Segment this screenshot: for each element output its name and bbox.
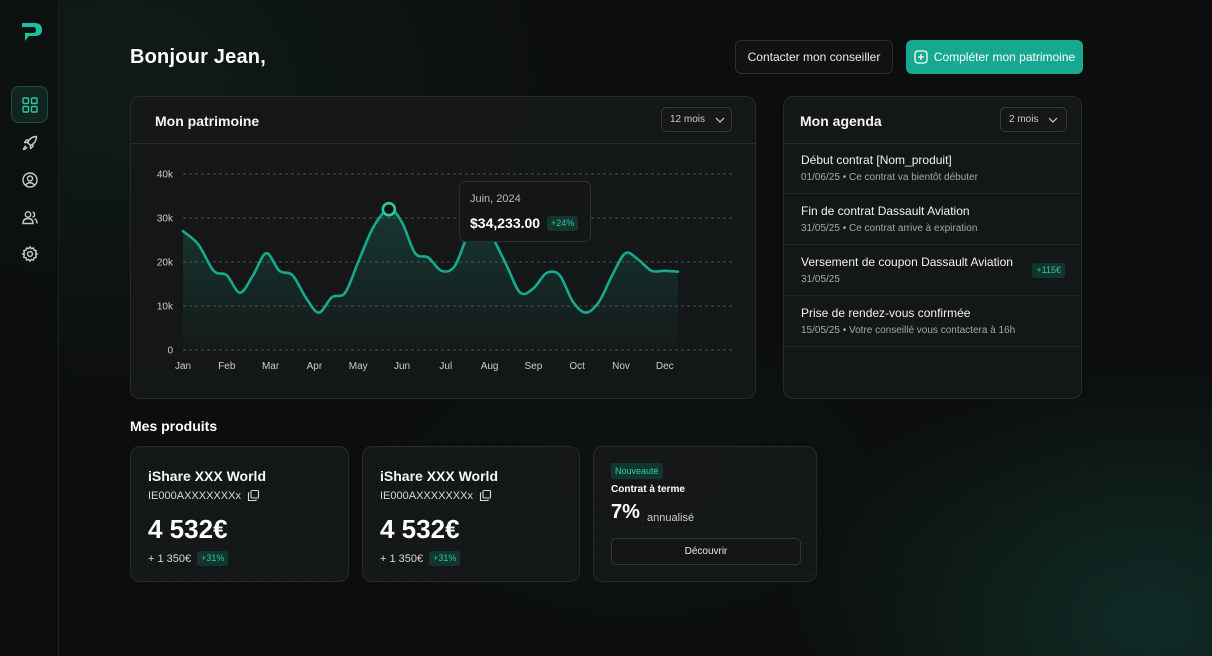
x-tick-label: Nov: [612, 361, 630, 372]
x-tick-label: Oct: [569, 361, 585, 372]
agenda-item-title: Début contrat [Nom_produit]: [801, 153, 952, 167]
agenda-period-select[interactable]: 2 mois: [1000, 107, 1067, 132]
tooltip-date: Juin, 2024: [470, 193, 521, 205]
y-tick-label: 10k: [157, 302, 174, 313]
agenda-item[interactable]: Prise de rendez-vous confirmée 15/05/25 …: [784, 296, 1081, 347]
agenda-item[interactable]: Début contrat [Nom_produit] 01/06/25 • C…: [784, 143, 1081, 194]
user-circle-icon: [21, 171, 38, 188]
agenda-period-value: 2 mois: [1009, 114, 1039, 125]
x-tick-label: Sep: [525, 361, 543, 372]
agenda-amount-badge: +115€: [1032, 263, 1065, 278]
product-isin: IE000AXXXXXXXx: [380, 489, 473, 502]
x-tick-label: Jul: [439, 361, 452, 372]
copy-icon[interactable]: [479, 489, 492, 502]
promo-title: Contrat à terme: [611, 484, 685, 495]
product-value: 4 532€: [380, 514, 460, 544]
patrimony-period-value: 12 mois: [670, 114, 706, 125]
y-tick-label: 20k: [157, 258, 174, 269]
product-pct-badge: +31%: [429, 551, 461, 566]
x-tick-label: Jan: [175, 361, 191, 372]
y-tick-label: 40k: [157, 170, 174, 181]
agenda-card: Mon agenda 2 mois Début contrat [Nom_pro…: [783, 96, 1082, 399]
product-name: iShare XXX World: [380, 468, 498, 484]
new-badge: Nouveauté: [611, 463, 663, 479]
x-tick-label: Jun: [394, 361, 410, 372]
chevron-down-icon: [715, 117, 725, 123]
contact-advisor-button[interactable]: Contacter mon conseiller: [735, 40, 893, 74]
product-delta-row: + 1 350€ +31%: [380, 551, 461, 566]
agenda-item-subtitle: 31/05/25 • Ce contrat arrive à expiratio…: [801, 223, 978, 234]
product-isin-row: IE000AXXXXXXXx: [148, 489, 260, 502]
nav-advisors[interactable]: [11, 198, 48, 235]
patrimony-chart: 0 10k 20k 30k 40k Jan Feb Mar Apr May Jun Jul Aug Sep…: [157, 170, 735, 372]
product-name: iShare XXX World: [148, 468, 266, 484]
agenda-item-subtitle: 01/06/25 • Ce contrat va bientôt débuter: [801, 172, 978, 183]
nav-profile[interactable]: [11, 161, 48, 198]
chevron-down-icon: [1049, 117, 1058, 123]
agenda-item-title: Fin de contrat Dassault Aviation: [801, 204, 970, 218]
agenda-item-title: Prise de rendez-vous confirmée: [801, 306, 971, 320]
card-divider: [131, 143, 755, 144]
x-tick-label: Dec: [656, 361, 674, 372]
product-isin: IE000AXXXXXXXx: [148, 489, 241, 502]
tooltip-change-badge: +24%: [547, 216, 579, 231]
complete-patrimony-label: Compléter mon patrimoine: [933, 50, 1076, 64]
copy-icon[interactable]: [247, 489, 260, 502]
chart-tooltip: Juin, 2024 $34,233.00 +24%: [459, 181, 591, 242]
agenda-item-title: Versement de coupon Dassault Aviation: [801, 255, 1013, 269]
patrimony-title: Mon patrimoine: [155, 113, 260, 129]
x-tick-label: Aug: [481, 361, 499, 372]
agenda-item-subtitle: 15/05/25 • Votre conseillé vous contacte…: [801, 325, 1016, 336]
x-tick-label: Mar: [262, 361, 280, 372]
product-pct-badge: +31%: [197, 551, 229, 566]
y-tick-label: 30k: [157, 214, 174, 225]
tooltip-value: $34,233.00: [470, 215, 541, 231]
product-delta: + 1 350€: [380, 552, 424, 565]
agenda-item[interactable]: Fin de contrat Dassault Aviation 31/05/2…: [784, 194, 1081, 245]
dashboard-icon: [21, 96, 38, 113]
nav-products[interactable]: [11, 124, 48, 161]
agenda-title: Mon agenda: [800, 113, 882, 129]
promo-rate-label: annualisé: [647, 512, 695, 524]
users-icon: [21, 210, 38, 224]
gear-icon: [21, 245, 38, 262]
rocket-icon: [22, 135, 37, 150]
product-delta-row: + 1 350€ +31%: [148, 551, 229, 566]
product-value: 4 532€: [148, 514, 228, 544]
plus-square-icon: [914, 50, 928, 64]
product-isin-row: IE000AXXXXXXXx: [380, 489, 492, 502]
product-card[interactable]: iShare XXX World IE000AXXXXXXXx 4 532€ +…: [362, 446, 580, 582]
x-tick-label: May: [349, 361, 368, 372]
agenda-item-subtitle: 31/05/25: [801, 274, 840, 285]
agenda-item[interactable]: Versement de coupon Dassault Aviation 31…: [784, 245, 1081, 296]
promo-rate: 7%: [611, 501, 640, 523]
y-tick-label: 0: [167, 346, 173, 357]
series-area: [183, 209, 678, 350]
logo-icon: [22, 23, 42, 41]
complete-patrimony-button[interactable]: Compléter mon patrimoine: [906, 40, 1083, 74]
product-card[interactable]: iShare XXX World IE000AXXXXXXXx 4 532€ +…: [130, 446, 349, 582]
nav-dashboard[interactable]: [11, 86, 48, 123]
card-divider: [784, 143, 1081, 144]
highlight-point: [381, 201, 397, 217]
nav-settings[interactable]: [11, 235, 48, 272]
sidebar: [0, 0, 59, 656]
patrimony-period-select[interactable]: 12 mois: [661, 107, 732, 132]
x-tick-label: Apr: [307, 361, 323, 372]
series-line: [181, 207, 680, 314]
x-tick-label: Feb: [218, 361, 236, 372]
product-delta: + 1 350€: [148, 552, 192, 565]
discover-button[interactable]: Découvrir: [611, 538, 801, 565]
promo-card: Nouveauté Contrat à terme 7% annualisé D…: [593, 446, 817, 582]
page-title: Bonjour Jean,: [130, 46, 266, 68]
products-section-title: Mes produits: [130, 418, 218, 434]
